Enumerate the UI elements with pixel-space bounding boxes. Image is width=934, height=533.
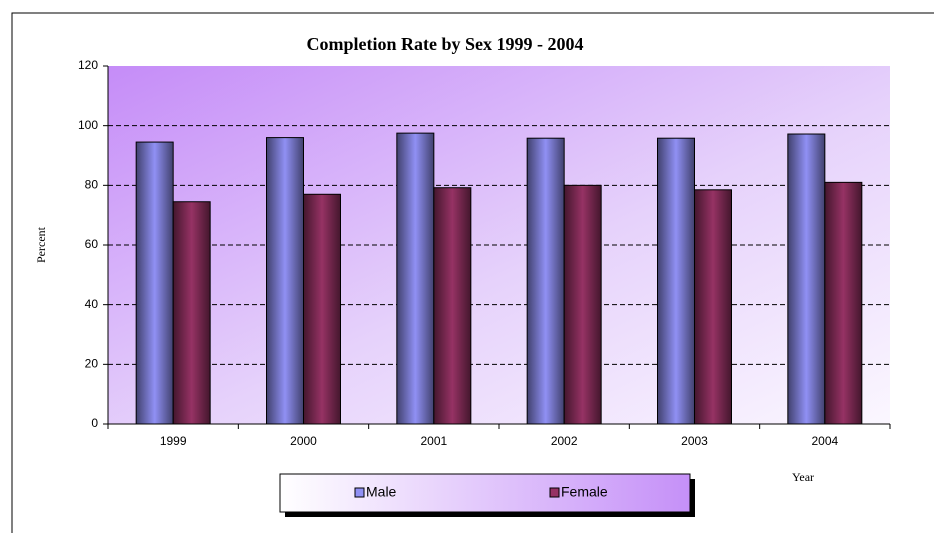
bar-shading xyxy=(526,137,565,425)
bar-shading xyxy=(396,132,435,425)
bar-shading xyxy=(303,193,341,425)
y-tick-label: 40 xyxy=(85,297,99,311)
y-tick-label: 20 xyxy=(85,357,99,371)
legend-box xyxy=(279,473,691,513)
bar-shading xyxy=(657,137,695,425)
legend-label: Female xyxy=(561,484,608,500)
bar-shading xyxy=(824,181,863,425)
y-tick-label: 60 xyxy=(85,237,99,251)
x-tick-label: 2004 xyxy=(811,434,838,448)
x-tick-label: 2002 xyxy=(551,434,578,448)
bar-shading xyxy=(135,141,174,425)
legend-label: Male xyxy=(366,484,397,500)
bar-shading xyxy=(694,189,732,425)
legend-swatch xyxy=(354,487,365,498)
bar-shading xyxy=(433,187,472,425)
y-tick-label: 0 xyxy=(91,416,98,430)
frame xyxy=(11,12,934,533)
bar-shading xyxy=(563,184,602,425)
x-tick-label: 2000 xyxy=(290,434,317,448)
legend: Male Female xyxy=(279,473,695,517)
legend-swatch xyxy=(549,487,560,498)
bar-shading xyxy=(172,201,211,425)
bar-shading xyxy=(787,133,826,425)
y-axis-label: Percent xyxy=(34,226,48,263)
y-tick-label: 80 xyxy=(85,178,99,192)
x-tick-label: 1999 xyxy=(160,434,187,448)
x-axis-label: Year xyxy=(792,470,814,484)
chart-title: Completion Rate by Sex 1999 - 2004 xyxy=(307,34,584,54)
y-tick-label: 120 xyxy=(78,58,98,72)
y-tick-label: 100 xyxy=(78,118,98,132)
bar-shading xyxy=(266,137,304,425)
x-tick-label: 2001 xyxy=(420,434,447,448)
x-tick-label: 2003 xyxy=(681,434,708,448)
